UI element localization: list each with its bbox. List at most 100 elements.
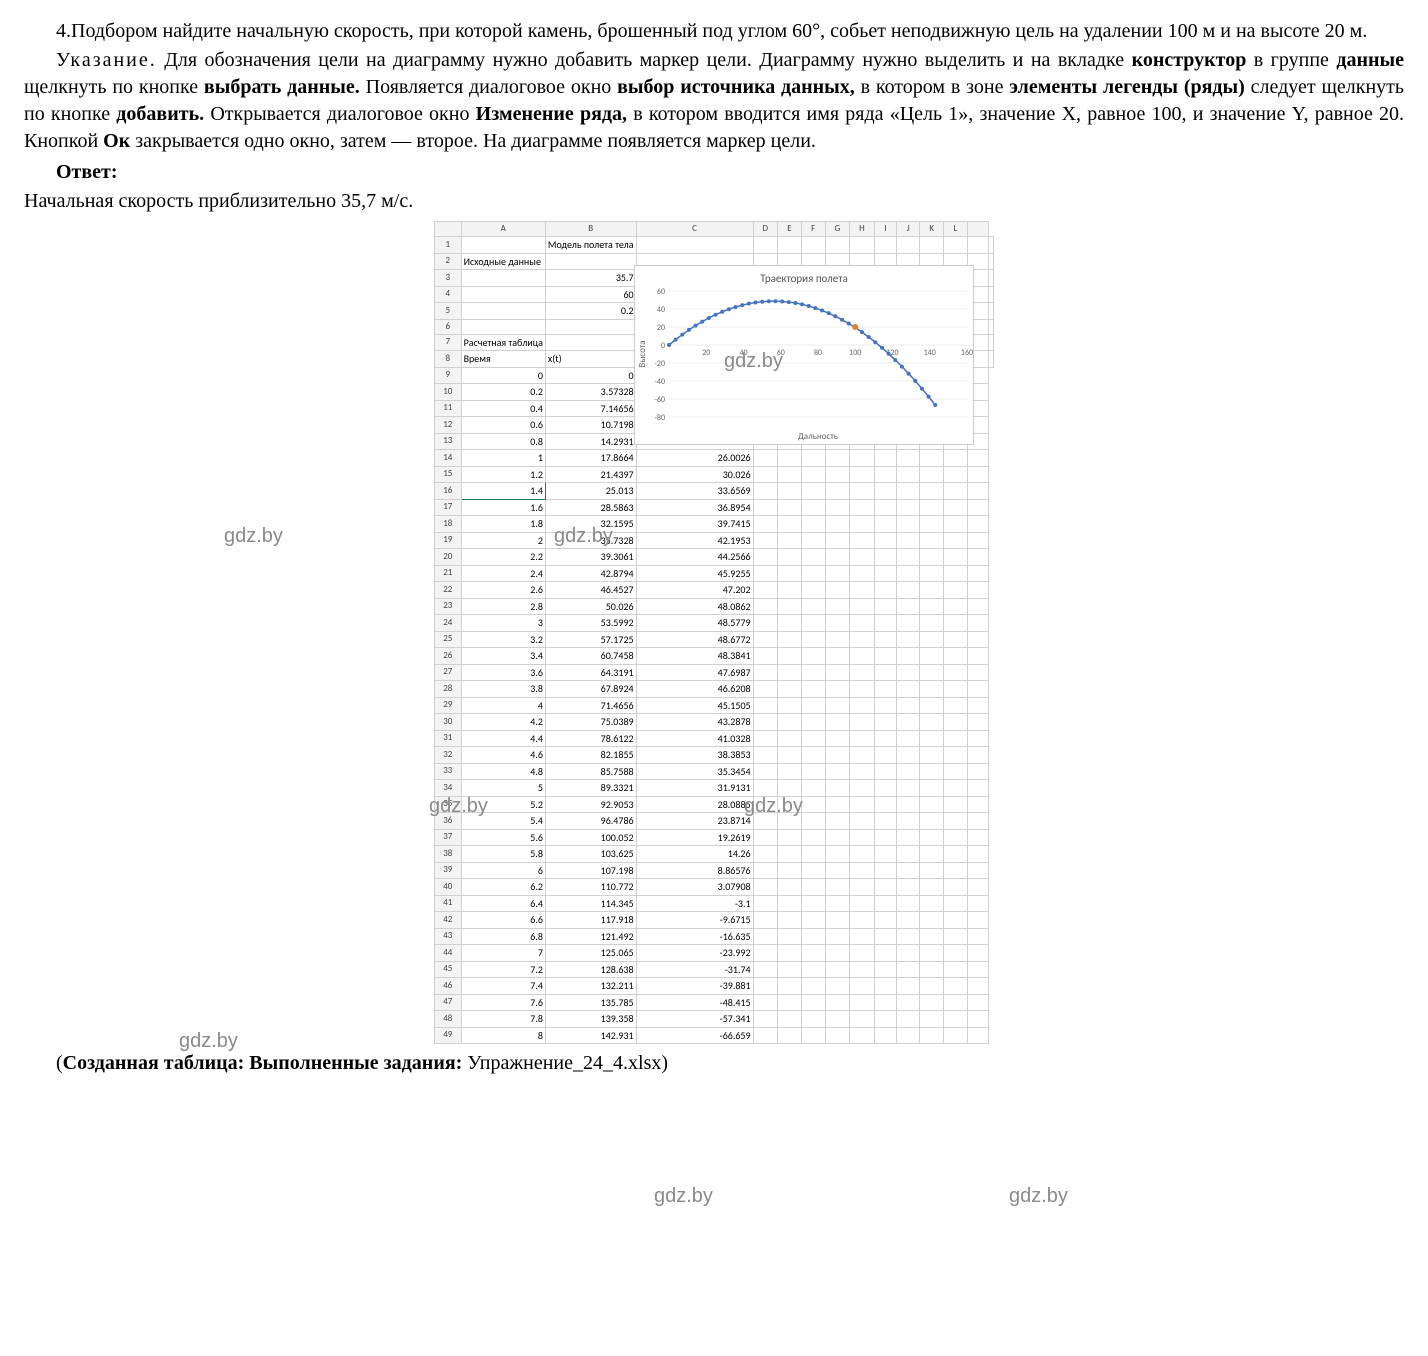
- cell-empty: [753, 829, 777, 846]
- cell-empty: [897, 829, 920, 846]
- cell-time: 3.6: [461, 664, 545, 681]
- cell-empty: [801, 730, 825, 747]
- cell-empty: [897, 681, 920, 698]
- cell-time: 2.6: [461, 582, 545, 599]
- cell-empty: [920, 730, 944, 747]
- cell-y: 19.2619: [636, 829, 753, 846]
- cell-empty: [897, 796, 920, 813]
- cell-x: 0: [545, 367, 636, 384]
- cell-y: 33.6569: [636, 483, 753, 500]
- row-header: 15: [435, 466, 462, 483]
- cell-empty: [753, 862, 777, 879]
- cell-time: 2.4: [461, 565, 545, 582]
- cell-empty: [825, 846, 850, 863]
- cell-empty: [920, 879, 944, 896]
- col-header: I: [874, 222, 897, 237]
- cell-empty: [967, 549, 988, 566]
- cell-x: 67.8924: [545, 681, 636, 698]
- cell-empty: [967, 813, 988, 830]
- cell-empty: [825, 730, 850, 747]
- cell-empty: [801, 483, 825, 500]
- cell-time: 7.8: [461, 1011, 545, 1028]
- cell-time: 1.6: [461, 499, 545, 516]
- cell-empty: [920, 582, 944, 599]
- cell-empty: [967, 664, 988, 681]
- row-header: 43: [435, 928, 462, 945]
- cell-y: 48.0862: [636, 598, 753, 615]
- cell-empty: [944, 961, 967, 978]
- cell-empty: [874, 763, 897, 780]
- cell-time: 0: [461, 367, 545, 384]
- cell-empty: [778, 879, 802, 896]
- row-header: 38: [435, 846, 462, 863]
- cell-empty: [897, 846, 920, 863]
- cell-empty: [801, 714, 825, 731]
- cell-x: 32.1595: [545, 516, 636, 533]
- cell-x: 57.1725: [545, 631, 636, 648]
- cell-empty: [850, 615, 875, 632]
- chart-container: Траектория полета -80-60-40-200204060204…: [634, 265, 974, 445]
- cell-empty: [944, 516, 967, 533]
- cell-empty: [967, 631, 988, 648]
- cell-empty: [801, 681, 825, 698]
- cell-empty: [874, 879, 897, 896]
- cell-empty: [944, 879, 967, 896]
- cell-empty: [874, 994, 897, 1011]
- cell-x: 89.3321: [545, 780, 636, 797]
- cell-empty: [874, 780, 897, 797]
- cell-empty: [920, 697, 944, 714]
- cell-empty: [874, 928, 897, 945]
- cell-time: 0.8: [461, 433, 545, 450]
- cell-empty: [778, 747, 802, 764]
- cell-empty: [850, 450, 875, 467]
- svg-text:-20: -20: [654, 359, 665, 369]
- cell: Расчетная таблица: [461, 334, 545, 351]
- cell-time: 5.2: [461, 796, 545, 813]
- cell-empty: [897, 747, 920, 764]
- cell-empty: [850, 1027, 875, 1044]
- watermark: gdz.by: [224, 523, 283, 550]
- col-header: C: [636, 222, 753, 237]
- cell: [545, 319, 636, 334]
- cell-time: 1.2: [461, 466, 545, 483]
- cell-empty: [825, 532, 850, 549]
- row-header: 40: [435, 879, 462, 896]
- row-header: 14: [435, 450, 462, 467]
- cell-empty: [753, 532, 777, 549]
- cell-empty: [850, 565, 875, 582]
- cell-empty: [874, 565, 897, 582]
- cell-empty: [920, 615, 944, 632]
- cell-empty: [753, 664, 777, 681]
- cell-empty: [778, 945, 802, 962]
- cell-x: 139.358: [545, 1011, 636, 1028]
- cell-empty: [753, 1027, 777, 1044]
- cell-empty: [967, 516, 988, 533]
- cell-empty: [753, 961, 777, 978]
- cell-empty: [874, 516, 897, 533]
- cell-empty: [874, 895, 897, 912]
- cell-empty: [778, 565, 802, 582]
- cell-empty: [920, 664, 944, 681]
- cell-y: -31.74: [636, 961, 753, 978]
- cell: [461, 237, 545, 254]
- cell-empty: [944, 928, 967, 945]
- cell-empty: [850, 912, 875, 929]
- cell: [825, 237, 850, 254]
- col-header: E: [778, 222, 802, 237]
- cell-empty: [850, 763, 875, 780]
- cell-time: 3.4: [461, 648, 545, 665]
- cell-empty: [753, 928, 777, 945]
- cell-time: 3.2: [461, 631, 545, 648]
- row-header: 1: [435, 237, 462, 254]
- cell-empty: [920, 1011, 944, 1028]
- cell-empty: [944, 895, 967, 912]
- cell-x: 25.013: [545, 483, 636, 500]
- cell-empty: [967, 1027, 988, 1044]
- cell-empty: [801, 879, 825, 896]
- cell: [897, 237, 920, 254]
- cell-x: 46.4527: [545, 582, 636, 599]
- cell-empty: [944, 862, 967, 879]
- cell-empty: [944, 714, 967, 731]
- svg-text:Высота: Высота: [637, 340, 648, 367]
- cell-empty: [825, 1011, 850, 1028]
